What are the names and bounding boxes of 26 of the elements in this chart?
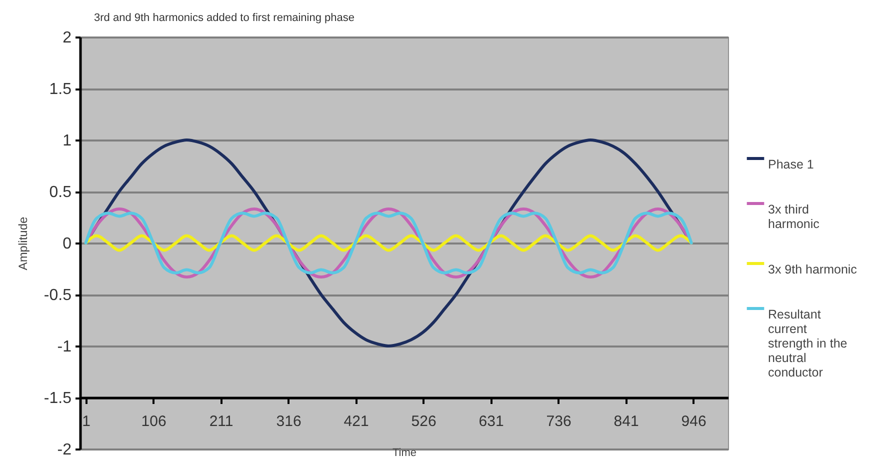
x-tick-label: 736	[546, 413, 572, 430]
y-tick-label: 0	[62, 236, 72, 252]
x-tick-label: 1	[82, 413, 90, 430]
y-tick-label: 2	[62, 30, 72, 46]
x-tick-label: 631	[478, 413, 504, 430]
y-tick-label: 1.5	[49, 81, 72, 98]
y-tick-label: -0.5	[44, 287, 72, 304]
x-tick-label: 526	[411, 413, 436, 430]
y-tick-label: -1.5	[44, 390, 72, 407]
y-tick-label: 0.5	[49, 184, 72, 201]
legend-label: 3x 9th harmonic	[768, 262, 857, 276]
x-tick-label: 421	[344, 413, 369, 430]
legend-label: Phase 1	[768, 158, 814, 172]
legend-label: 3x third harmonic	[768, 202, 820, 231]
y-tick-label: -1	[57, 338, 72, 356]
legend-label: Resultant current strength in the neutral conductor	[768, 308, 848, 380]
x-axis-title: Time	[392, 447, 417, 459]
chart-title: 3rd and 9th harmonics added to first remaining phase	[94, 12, 354, 24]
x-tick-label: 316	[276, 413, 302, 430]
x-tick-label: 841	[614, 413, 639, 430]
x-tick-label: 946	[681, 413, 706, 430]
y-axis-title: Amplitude	[16, 216, 30, 270]
x-tick-label: 211	[209, 413, 234, 430]
y-tick-label: 1	[62, 132, 72, 150]
y-tick-label: -2	[57, 442, 72, 458]
x-tick-label: 106	[141, 413, 166, 430]
